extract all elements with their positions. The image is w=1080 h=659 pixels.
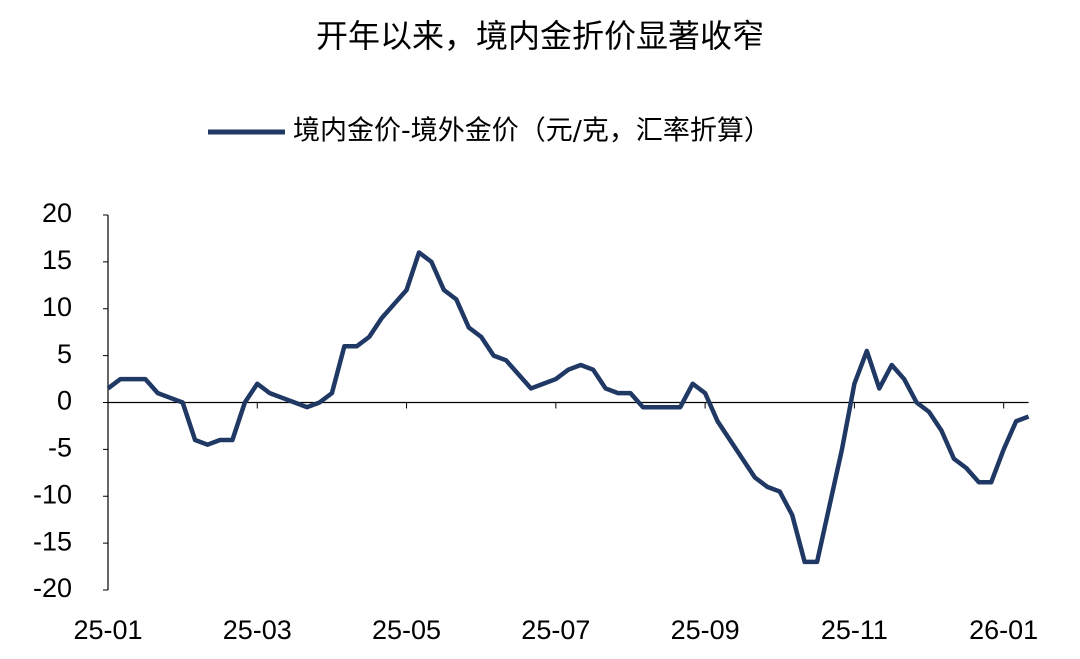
y-tick-label: -5 bbox=[48, 433, 72, 463]
y-tick-label: -15 bbox=[33, 526, 72, 556]
x-tick-label: 26-01 bbox=[969, 615, 1038, 645]
y-tick-label: -10 bbox=[33, 479, 72, 509]
legend-label: 境内金价-境外金价（元/克，汇率折算） bbox=[293, 116, 771, 147]
chart-title: 开年以来，境内金折价显著收窄 bbox=[316, 17, 764, 55]
y-tick-label: 0 bbox=[57, 386, 72, 416]
y-tick-label: 20 bbox=[42, 198, 72, 228]
series-line bbox=[106, 250, 1030, 565]
y-tick-label: 5 bbox=[57, 339, 72, 369]
y-tick-label: 10 bbox=[42, 292, 72, 322]
x-tick-label: 25-07 bbox=[521, 615, 590, 645]
x-tick-label: 25-09 bbox=[671, 615, 740, 645]
x-tick-label: 25-05 bbox=[372, 615, 441, 645]
y-tick-label: 15 bbox=[42, 245, 72, 275]
x-tick-label: 25-03 bbox=[223, 615, 292, 645]
y-tick-label: -20 bbox=[33, 573, 72, 603]
x-tick-label: 25-11 bbox=[821, 615, 888, 645]
x-tick-label: 25-01 bbox=[73, 615, 142, 645]
